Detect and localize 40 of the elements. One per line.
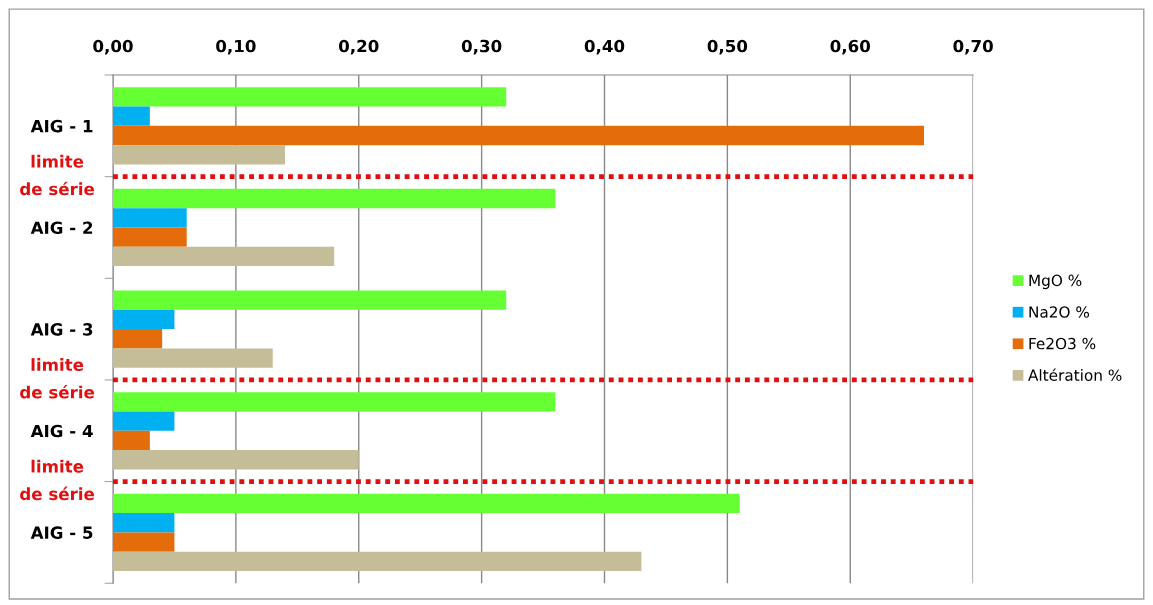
bar xyxy=(112,513,175,533)
x-tick-label: 0,60 xyxy=(830,39,871,55)
text: limite de série xyxy=(20,154,95,196)
x-tick-label: 0,20 xyxy=(338,39,379,55)
bar xyxy=(112,532,175,552)
bar xyxy=(112,551,642,572)
bar xyxy=(112,208,187,228)
x-tick-label: 0,40 xyxy=(584,39,625,55)
y-tick-label: AIG - 1 xyxy=(30,119,93,133)
bar xyxy=(112,309,175,330)
bar xyxy=(112,227,187,247)
bar xyxy=(112,106,150,126)
bar xyxy=(112,392,556,412)
bar xyxy=(112,430,150,451)
bar xyxy=(112,125,924,146)
legend-label: Na2O % xyxy=(1029,306,1090,318)
bar xyxy=(112,348,273,368)
y-tick-label: AIG - 2 xyxy=(30,221,93,235)
bar xyxy=(112,493,740,514)
bar xyxy=(112,411,175,431)
bar xyxy=(112,290,507,310)
x-tick-label: 0,00 xyxy=(93,39,133,55)
legend-label: MgO % xyxy=(1029,274,1082,290)
text: limite de série xyxy=(20,358,95,399)
bar xyxy=(112,450,359,470)
bar xyxy=(112,329,163,349)
bar xyxy=(112,246,335,267)
bar xyxy=(112,87,507,107)
bar xyxy=(112,145,286,165)
x-tick-label: 0,10 xyxy=(216,39,256,55)
x-tick-label: 0,70 xyxy=(953,39,993,55)
legend-label: Altération % xyxy=(1028,368,1122,381)
text: limite de série xyxy=(20,459,95,501)
y-tick-label: AIG - 5 xyxy=(30,526,93,539)
y-tick-label: AIG - 3 xyxy=(30,323,93,336)
legend-label: Fe2O3 % xyxy=(1029,337,1096,350)
y-tick-label: AIG - 4 xyxy=(30,424,93,438)
x-tick-label: 0,30 xyxy=(461,39,502,55)
x-tick-label: 0,50 xyxy=(707,39,748,55)
bar xyxy=(112,188,556,209)
